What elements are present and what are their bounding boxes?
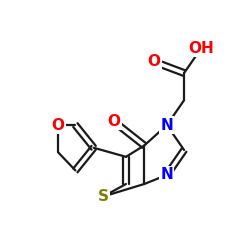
Text: S: S [98,189,109,204]
Text: O: O [148,54,160,69]
Text: N: N [160,168,173,182]
Text: OH: OH [188,40,214,56]
Text: N: N [160,118,173,132]
Text: O: O [52,118,65,132]
Text: O: O [108,114,121,129]
